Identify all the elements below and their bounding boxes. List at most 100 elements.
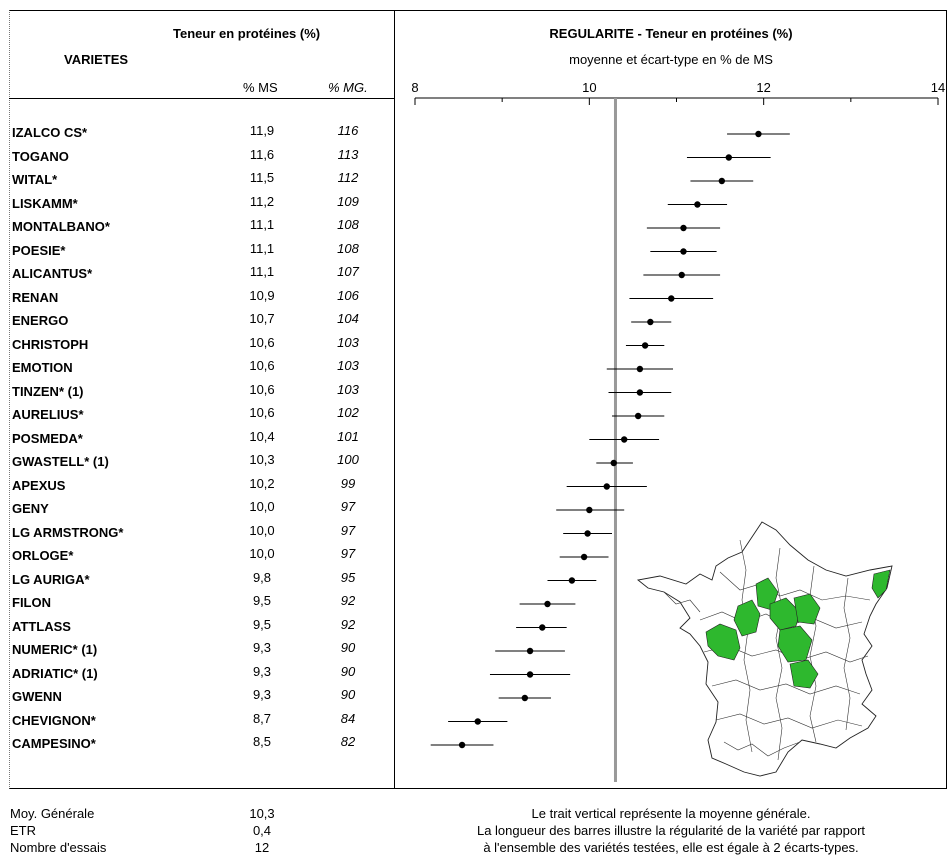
variety-mark bbox=[646, 224, 721, 232]
variety-name: GENY bbox=[12, 501, 49, 516]
trial-departments bbox=[705, 569, 891, 689]
variety-mark bbox=[547, 577, 597, 584]
variety-ms-value: 11,1 bbox=[249, 264, 275, 279]
variety-name: FILON bbox=[12, 595, 51, 610]
dept-highlight bbox=[755, 577, 779, 611]
variety-mark bbox=[495, 647, 565, 655]
variety-ms-value: 10,6 bbox=[249, 405, 275, 420]
variety-name: RENAN bbox=[12, 289, 59, 305]
variety-name: ADRIATIC* (1) bbox=[12, 665, 98, 681]
variety-mark bbox=[629, 295, 714, 302]
mean-point bbox=[668, 295, 675, 302]
variety-mg-value: 90 bbox=[340, 640, 356, 655]
mean-point bbox=[694, 201, 701, 208]
mean-point bbox=[755, 130, 762, 138]
variety-mark bbox=[690, 177, 754, 185]
dept-highlight bbox=[733, 599, 761, 637]
variety-ms-value: 10,7 bbox=[249, 311, 275, 326]
variety-mark bbox=[650, 248, 717, 255]
footer-value: 0,4 bbox=[252, 823, 272, 838]
variety-mg-value: 104 bbox=[337, 311, 359, 326]
variety-mg-value: 101 bbox=[337, 428, 359, 444]
variety-ms-value: 11,1 bbox=[249, 240, 275, 256]
variety-mg-value: 112 bbox=[337, 170, 359, 185]
variety-mg-value: 106 bbox=[337, 287, 359, 303]
x-tick-label: 14 bbox=[931, 80, 945, 95]
table-title: Teneur en protéines (%) bbox=[173, 26, 321, 41]
chart-title: REGULARITE - Teneur en protéines (%) bbox=[549, 26, 793, 41]
variety-ms-value: 11,2 bbox=[249, 193, 275, 209]
x-tick-label: 10 bbox=[582, 80, 596, 95]
variety-ms-value: 11,1 bbox=[249, 217, 275, 232]
variety-mg-value: 95 bbox=[340, 569, 356, 585]
mean-point bbox=[474, 718, 481, 725]
variety-ms-value: 8,7 bbox=[252, 710, 272, 726]
mean-point bbox=[636, 389, 644, 396]
variety-mg-value: 108 bbox=[337, 217, 359, 232]
france-outline bbox=[636, 521, 893, 777]
variety-ms-value: 10,4 bbox=[249, 428, 275, 444]
variety-name: AURELIUS* bbox=[12, 407, 84, 422]
variety-name: MONTALBANO* bbox=[12, 219, 110, 234]
variety-mg-value: 97 bbox=[340, 499, 356, 514]
variety-ms-value: 10,2 bbox=[249, 475, 275, 491]
variety-ms-value: 11,9 bbox=[249, 123, 275, 138]
variety-mg-value: 116 bbox=[337, 123, 359, 138]
variety-mark bbox=[563, 530, 612, 537]
dept-highlight bbox=[777, 625, 813, 663]
variety-ms-value: 10,0 bbox=[249, 499, 275, 514]
mean-point bbox=[647, 318, 654, 326]
variety-name: ALICANTUS* bbox=[12, 266, 93, 281]
variety-mg-value: 113 bbox=[337, 146, 359, 162]
mean-point bbox=[584, 530, 591, 537]
variety-mg-value: 92 bbox=[340, 616, 356, 632]
variety-mg-value: 97 bbox=[340, 546, 356, 561]
variety-name: TOGANO bbox=[12, 148, 69, 164]
variety-mark bbox=[589, 436, 660, 443]
variety-mark bbox=[430, 741, 494, 749]
variety-mark bbox=[519, 600, 576, 608]
france-map-icon bbox=[636, 521, 893, 777]
panel-divider bbox=[394, 10, 395, 789]
footer-label: Moy. Générale bbox=[10, 806, 95, 821]
variety-ms-value: 10,6 bbox=[249, 381, 275, 397]
mean-point bbox=[680, 248, 687, 255]
variety-ms-value: 9,8 bbox=[252, 569, 272, 585]
variety-name: ORLOGE* bbox=[12, 548, 74, 563]
variety-mark bbox=[448, 718, 508, 725]
variety-mark bbox=[686, 154, 771, 161]
variety-mg-value: 103 bbox=[337, 358, 359, 373]
variety-mark bbox=[556, 506, 625, 514]
dept-highlight bbox=[871, 569, 891, 599]
variety-mark bbox=[498, 694, 551, 702]
variety-ms-value: 8,5 bbox=[252, 734, 272, 749]
variety-mark bbox=[608, 389, 672, 396]
variety-mark bbox=[643, 271, 721, 279]
chart-frame bbox=[9, 10, 947, 789]
variety-mg-value: 97 bbox=[340, 522, 356, 538]
mean-point bbox=[568, 577, 576, 584]
variety-mark bbox=[489, 671, 571, 678]
variety-ms-value: 9,3 bbox=[252, 687, 272, 702]
variety-ms-value: 9,5 bbox=[252, 593, 272, 608]
variety-ms-value: 9,3 bbox=[252, 640, 272, 655]
variety-mg-value: 108 bbox=[337, 240, 359, 256]
variety-mark bbox=[611, 412, 665, 420]
variety-name: POESIE* bbox=[12, 242, 66, 258]
variety-name: LISKAMM* bbox=[12, 195, 78, 211]
data-marks bbox=[430, 130, 790, 749]
mean-point bbox=[621, 436, 628, 443]
dept-highlight bbox=[793, 593, 821, 625]
variety-mark bbox=[606, 365, 674, 373]
mean-point bbox=[458, 741, 466, 749]
mean-point bbox=[725, 154, 732, 161]
footer-label: Nombre d'essais bbox=[10, 840, 107, 855]
variety-mark bbox=[667, 201, 728, 208]
dept-highlight bbox=[769, 597, 801, 631]
col-mg-header: % MG. bbox=[328, 80, 368, 95]
variety-mg-value: 92 bbox=[340, 593, 356, 608]
variety-name: APEXUS bbox=[12, 477, 66, 493]
mean-point bbox=[521, 694, 529, 702]
variety-name: ATTLASS bbox=[12, 618, 71, 634]
